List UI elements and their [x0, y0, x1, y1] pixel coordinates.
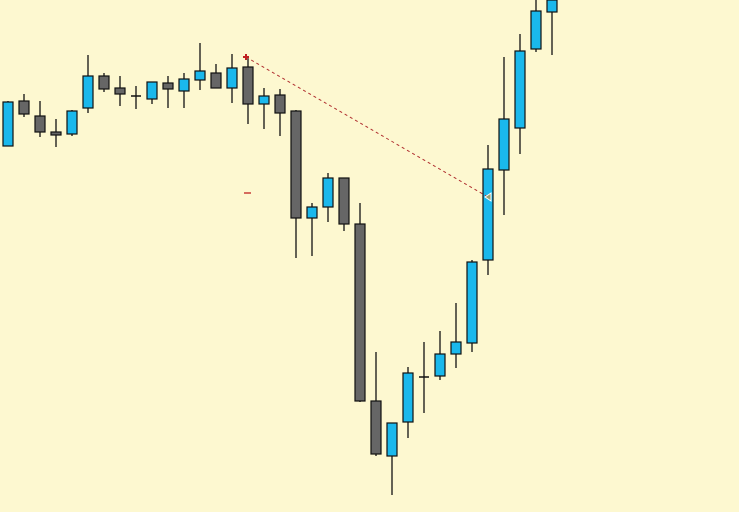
candle-body	[322, 177, 334, 208]
candle-body	[370, 400, 382, 455]
bull-candle	[146, 81, 158, 104]
bull-candle	[546, 0, 558, 55]
bear-candle	[370, 352, 382, 456]
bear-candle	[242, 58, 254, 124]
bear-candle	[34, 101, 46, 137]
candle-body	[242, 66, 254, 105]
candle-body	[98, 75, 110, 90]
candle-body	[306, 206, 318, 219]
arrow-start-marker	[243, 54, 249, 60]
bull-candle	[386, 422, 398, 495]
bull-candle	[450, 303, 462, 368]
candle-body	[162, 82, 174, 90]
candle-body	[2, 101, 14, 147]
candle-body	[114, 87, 126, 95]
candle-body	[354, 223, 366, 402]
candle-body	[290, 110, 302, 219]
candle-body	[66, 110, 78, 135]
bull-candle	[82, 55, 94, 113]
triangle-marker	[484, 192, 492, 202]
bull-candle	[419, 342, 429, 413]
bull-candle	[514, 34, 526, 154]
candle-body	[386, 422, 398, 457]
candle-body	[338, 177, 350, 225]
bull-candle	[178, 73, 190, 108]
bull-candle	[434, 331, 446, 380]
candle-body	[34, 115, 46, 133]
bull-candle	[226, 54, 238, 103]
bear-candle	[98, 73, 110, 92]
candle-body	[434, 353, 446, 377]
bull-candle	[66, 110, 78, 136]
candle-body	[210, 72, 222, 89]
candle-body	[146, 81, 158, 100]
candle-body	[194, 70, 206, 81]
candle-body	[178, 78, 190, 92]
candle-body	[274, 94, 286, 114]
candle-body	[514, 50, 526, 129]
candle-body	[258, 95, 270, 105]
bear-candle	[338, 177, 350, 231]
bull-candle	[402, 367, 414, 438]
candle-body	[482, 168, 494, 261]
bull-candle	[306, 203, 318, 256]
candle-body	[498, 118, 510, 171]
candle-body	[546, 0, 558, 13]
bull-candle	[466, 260, 478, 352]
bull-candle	[482, 145, 494, 275]
candles-group	[2, 0, 558, 495]
bull-candle	[2, 101, 14, 147]
candle-body	[50, 131, 62, 136]
overlay-group	[243, 54, 492, 202]
bear-candle	[50, 119, 62, 147]
bear-candle	[114, 76, 126, 106]
bear-candle	[162, 76, 174, 108]
bull-candle	[258, 88, 270, 129]
bull-candle	[530, 0, 542, 52]
bull-candle	[322, 173, 334, 222]
candle-body	[466, 261, 478, 344]
candle-body	[82, 75, 94, 109]
candle-body	[18, 100, 30, 115]
candle-body	[450, 341, 462, 355]
candle-body	[530, 10, 542, 50]
bear-candle	[210, 64, 222, 89]
candle-body	[226, 67, 238, 89]
bear-candle	[290, 110, 302, 258]
candle-body	[402, 372, 414, 423]
trendline	[245, 56, 489, 198]
bull-candle	[194, 43, 206, 90]
bear-candle	[18, 94, 30, 117]
bull-candle	[498, 57, 510, 215]
bear-candle	[274, 89, 286, 136]
bull-candle	[131, 86, 141, 109]
bear-candle	[354, 203, 366, 402]
